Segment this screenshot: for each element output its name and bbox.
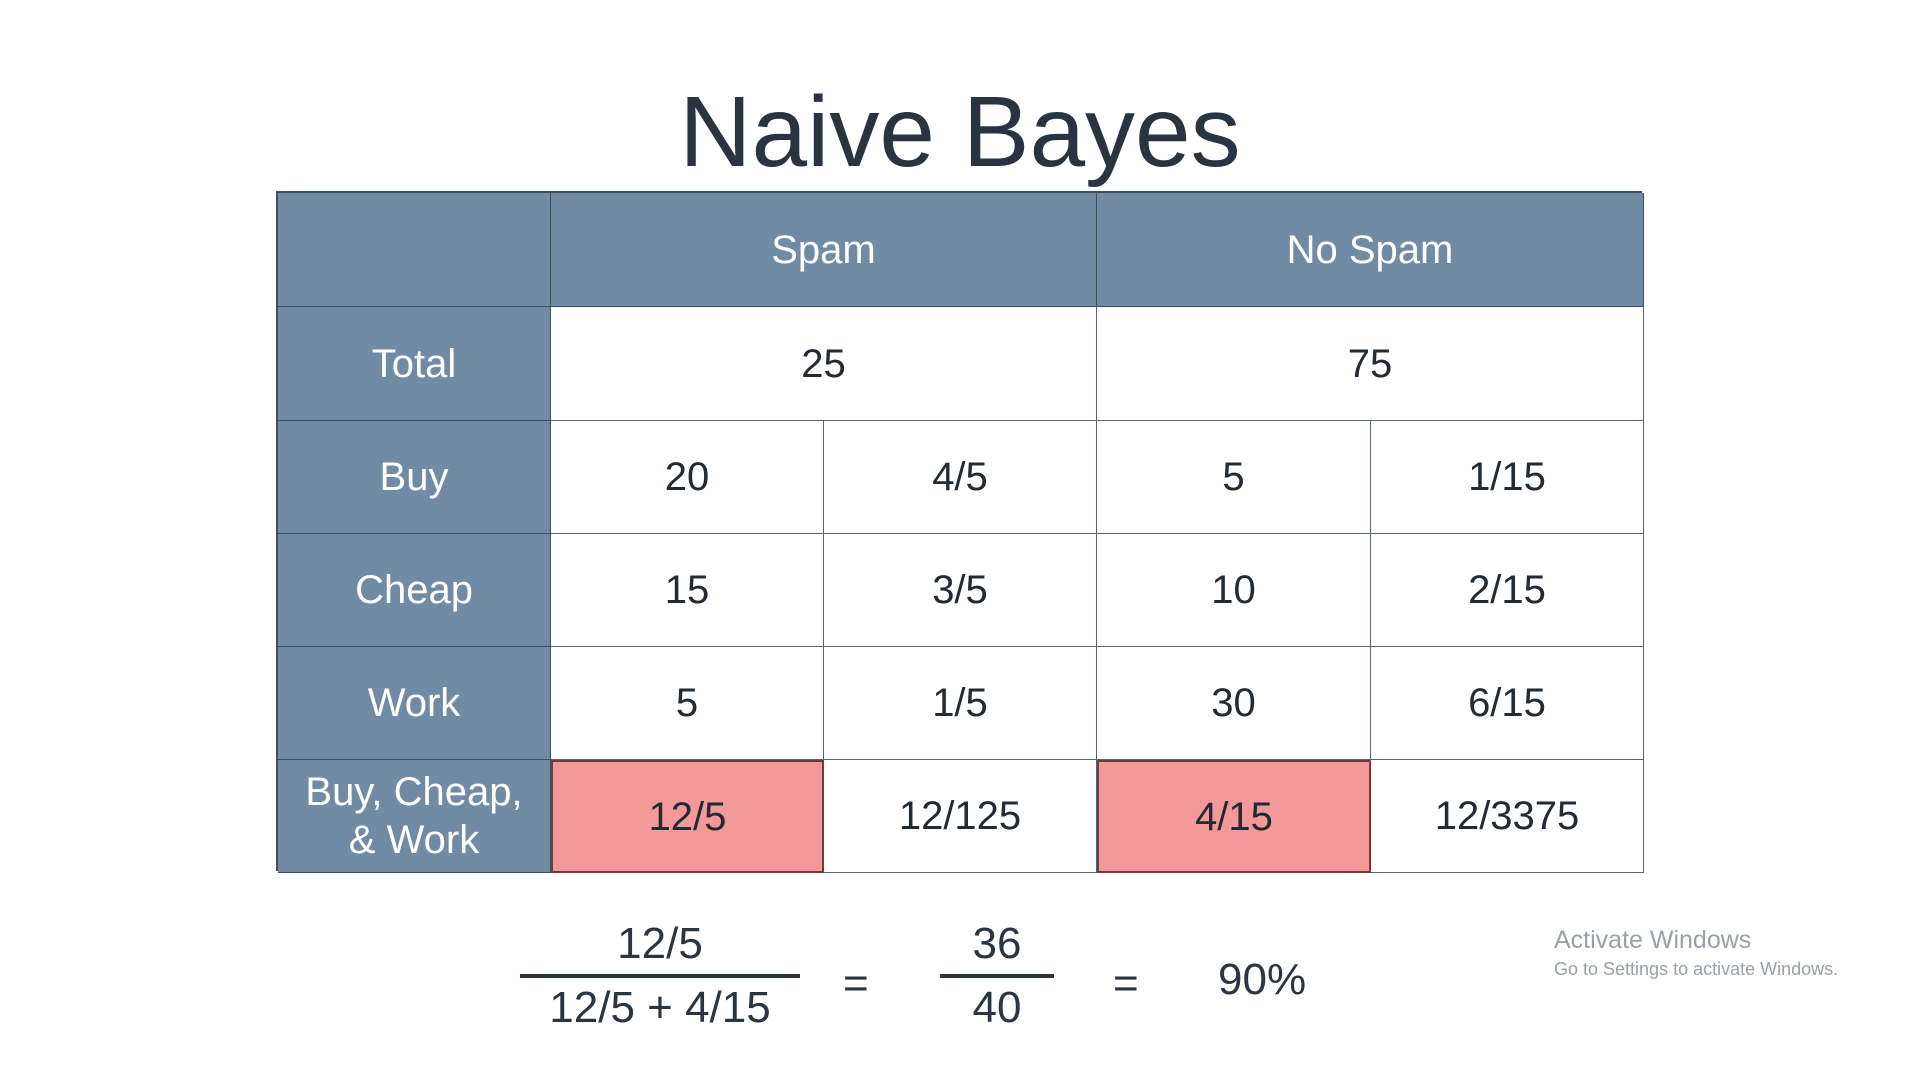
work-spam-prob: 1/5 (824, 647, 1097, 760)
row-label-buy: Buy (278, 421, 551, 534)
fraction-1-denominator: 12/5 + 4/15 (549, 983, 771, 1032)
fraction-1: 12/5 12/5 + 4/15 (520, 918, 800, 1038)
row-label-cheap: Cheap (278, 534, 551, 647)
combined-nospam-prob: 12/3375 (1371, 760, 1644, 873)
equals-sign-1: = (843, 959, 869, 1008)
equals-sign-2: = (1113, 959, 1139, 1008)
combined-spam-highlight: 12/5 (551, 760, 824, 873)
total-no-spam: 75 (1097, 307, 1644, 421)
row-label-combined-line1: Buy, Cheap, (305, 770, 523, 814)
naive-bayes-table: Spam No Spam Total 25 75 Buy 20 4/5 5 1/… (276, 191, 1644, 873)
combined-nospam-highlight: 4/15 (1097, 760, 1371, 873)
watermark-title: Activate Windows (1554, 926, 1752, 954)
work-nospam-prob: 6/15 (1371, 647, 1644, 760)
corner-cell (278, 193, 551, 307)
fraction-2-bar (940, 974, 1054, 978)
fraction-2-denominator: 40 (972, 983, 1022, 1032)
cheap-spam-count: 15 (551, 534, 824, 647)
buy-nospam-count: 5 (1097, 421, 1371, 534)
buy-spam-prob: 4/5 (824, 421, 1097, 534)
buy-spam-count: 20 (551, 421, 824, 534)
cheap-spam-prob: 3/5 (824, 534, 1097, 647)
work-spam-count: 5 (551, 647, 824, 760)
row-label-work: Work (278, 647, 551, 760)
fraction-1-bar (520, 974, 800, 978)
watermark-subtitle: Go to Settings to activate Windows. (1554, 959, 1839, 979)
total-spam: 25 (551, 307, 1097, 421)
combined-spam-prob: 12/125 (824, 760, 1097, 873)
result-value: 90% (1218, 955, 1307, 1004)
row-label-total: Total (278, 307, 551, 421)
row-label-combined-line2: & Work (348, 818, 480, 862)
fraction-2-numerator: 36 (972, 919, 1022, 968)
row-label-combined: Buy, Cheap, & Work (278, 760, 551, 873)
activate-windows-watermark: Activate Windows Go to Settings to activ… (1554, 924, 1838, 982)
cheap-nospam-count: 10 (1097, 534, 1371, 647)
fraction-1-numerator: 12/5 (617, 919, 703, 968)
header-spam: Spam (551, 193, 1097, 307)
slide-title: Naive Bayes (679, 76, 1241, 188)
fraction-2: 36 40 (940, 918, 1054, 1038)
header-no-spam: No Spam (1097, 193, 1644, 307)
buy-nospam-prob: 1/15 (1371, 421, 1644, 534)
work-nospam-count: 30 (1097, 647, 1371, 760)
cheap-nospam-prob: 2/15 (1371, 534, 1644, 647)
